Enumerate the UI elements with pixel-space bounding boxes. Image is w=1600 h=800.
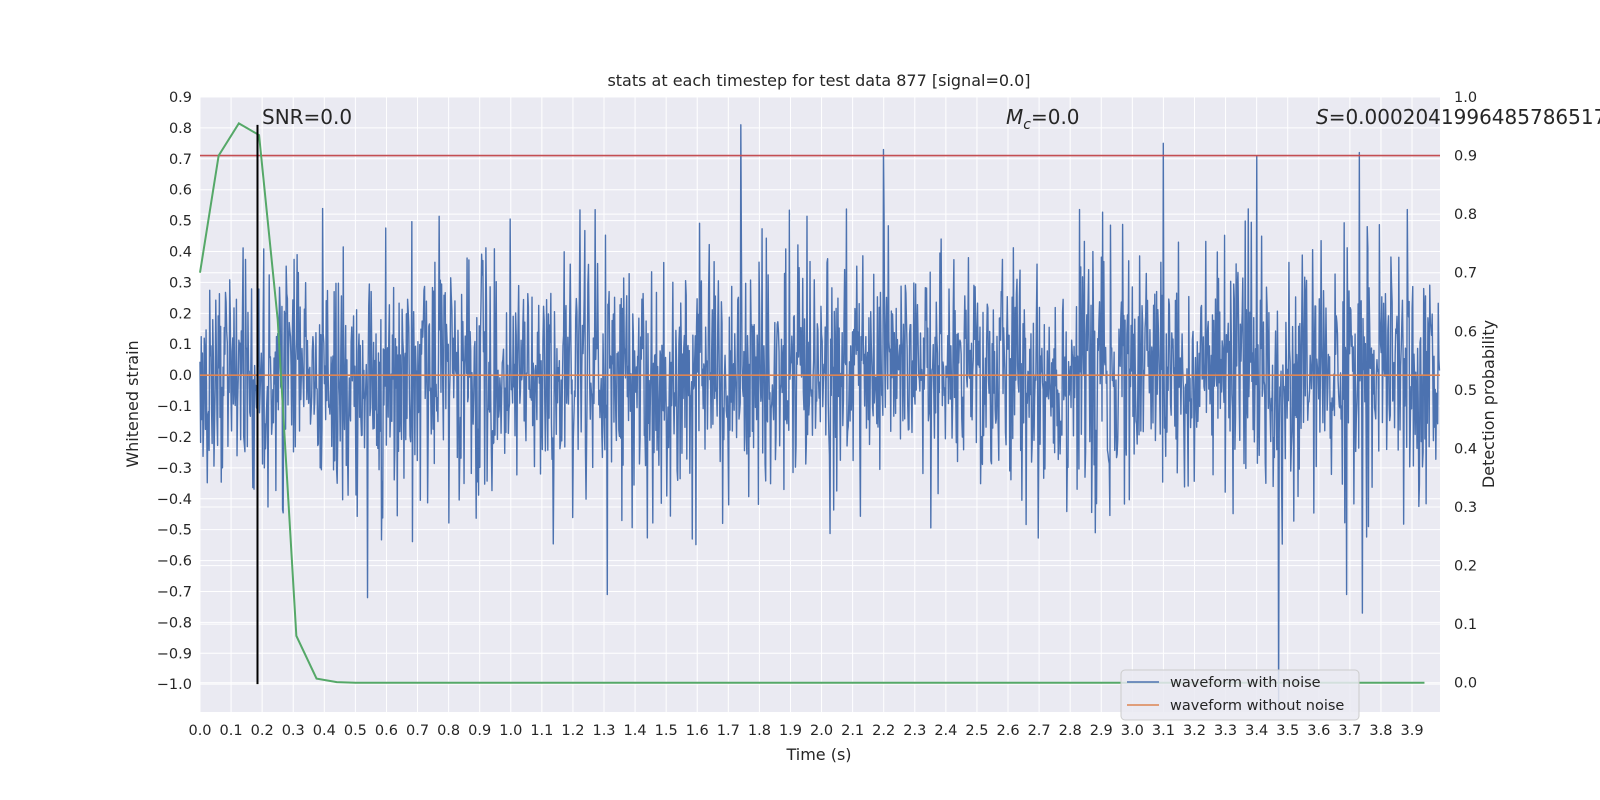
x-tick-label: 0.5	[344, 723, 367, 739]
x-axis-label: Time (s)	[785, 745, 851, 764]
tick-labels: 0.0 0.1 0.2 0.3 0.4 0.5 0.6 0.7 0.8 0.9 1.0 1.1 1.2 1…	[157, 90, 1477, 739]
x-tick-label: 1.2	[561, 723, 584, 739]
series-detection-probability	[199, 122, 1425, 684]
y2-tick-label: 0.4	[1454, 441, 1477, 457]
x-tick-label: 2.6	[996, 723, 1019, 739]
y-tick-label: 0.8	[169, 121, 192, 137]
mc-subscript: c	[1023, 117, 1031, 133]
y-tick-label: 0.3	[169, 275, 192, 291]
x-tick-label: 2.1	[841, 723, 864, 739]
x-tick-label: 2.9	[1090, 723, 1113, 739]
x-tick-label: 1.8	[748, 723, 771, 739]
x-tick-label: 1.5	[655, 723, 678, 739]
y-tick-label: −0.8	[157, 615, 192, 631]
y-tick-label: −0.4	[157, 492, 192, 508]
mc-symbol: M	[1006, 105, 1023, 129]
y-tick-label: −1.0	[157, 677, 192, 693]
y2-axis-label: Detection probability	[1479, 320, 1498, 488]
y-tick-label: 0.5	[169, 214, 192, 230]
x-tick-label: 1.0	[499, 723, 522, 739]
x-tick-label: 0.2	[251, 723, 274, 739]
y-tick-label: −0.7	[157, 584, 192, 600]
s-symbol: S	[1316, 105, 1329, 129]
y-tick-label: 0.4	[169, 245, 192, 261]
x-tick-label: 3.1	[1152, 723, 1175, 739]
series-waveform-with-noise	[199, 124, 1441, 704]
x-tick-label: 3.4	[1245, 723, 1268, 739]
x-tick-label: 2.0	[810, 723, 833, 739]
x-tick-label: 2.7	[1028, 723, 1051, 739]
y-tick-label: −0.1	[157, 399, 192, 415]
x-tick-label: 0.7	[406, 723, 429, 739]
y2-tick-label: 0.9	[1454, 149, 1477, 165]
s-annotation: S=0.00020419964857865174	[1316, 105, 1600, 129]
y-tick-label: 0.6	[169, 183, 192, 199]
x-tick-label: 1.7	[717, 723, 740, 739]
x-tick-label: 0.0	[188, 723, 211, 739]
x-tick-label: 1.1	[530, 723, 553, 739]
y2-tick-label: 0.6	[1454, 324, 1477, 340]
series-layer	[199, 122, 1441, 704]
legend-entry-clean: waveform without noise	[1170, 698, 1344, 714]
y-tick-label: 0.9	[169, 90, 192, 106]
y-tick-label: −0.6	[157, 554, 192, 570]
y-tick-label: −0.5	[157, 523, 192, 539]
x-tick-label: 3.5	[1276, 723, 1299, 739]
y-tick-label: −0.3	[157, 461, 192, 477]
y2-tick-label: 1.0	[1454, 90, 1477, 106]
mc-annotation: Mc=0.0	[1006, 105, 1080, 133]
y2-tick-label: 0.3	[1454, 500, 1477, 516]
y-tick-label: −0.9	[157, 646, 192, 662]
y-axis-label: Whitened strain	[123, 340, 142, 467]
mc-value: =0.0	[1031, 105, 1080, 129]
snr-annotation: SNR=0.0	[262, 105, 352, 129]
y2-tick-label: 0.5	[1454, 383, 1477, 399]
s-value: =0.00020419964857865174	[1329, 105, 1600, 129]
x-tick-label: 2.8	[1059, 723, 1082, 739]
x-tick-label: 1.4	[624, 723, 647, 739]
x-tick-label: 0.6	[375, 723, 398, 739]
x-tick-label: 0.8	[437, 723, 460, 739]
x-tick-label: 2.4	[934, 723, 957, 739]
x-tick-label: 3.0	[1121, 723, 1144, 739]
y-tick-label: 0.1	[169, 337, 192, 353]
x-tick-label: 0.4	[313, 723, 336, 739]
x-tick-label: 3.3	[1214, 723, 1237, 739]
x-tick-label: 3.8	[1369, 723, 1392, 739]
x-tick-label: 1.9	[779, 723, 802, 739]
y2-tick-label: 0.1	[1454, 617, 1477, 633]
y2-tick-label: 0.7	[1454, 266, 1477, 282]
legend: waveform with noise waveform without noi…	[1120, 669, 1360, 721]
y-tick-label: −0.2	[157, 430, 192, 446]
x-tick-label: 0.1	[220, 723, 243, 739]
x-tick-label: 3.2	[1183, 723, 1206, 739]
x-tick-label: 3.6	[1307, 723, 1330, 739]
y-tick-label: 0.7	[169, 152, 192, 168]
x-tick-label: 1.3	[592, 723, 615, 739]
y-tick-label: 0.2	[169, 306, 192, 322]
x-tick-label: 3.7	[1338, 723, 1361, 739]
x-tick-label: 2.5	[965, 723, 988, 739]
legend-entry-noise: waveform with noise	[1170, 675, 1321, 691]
y2-tick-label: 0.2	[1454, 559, 1477, 575]
x-tick-label: 2.3	[903, 723, 926, 739]
x-tick-label: 3.9	[1400, 723, 1423, 739]
legend-box	[1120, 669, 1360, 721]
y-tick-label: 0.0	[169, 368, 192, 384]
chart-title: stats at each timestep for test data 877…	[607, 71, 1030, 90]
x-tick-label: 2.2	[872, 723, 895, 739]
y2-tick-label: 0.0	[1454, 676, 1477, 692]
x-tick-label: 0.9	[468, 723, 491, 739]
x-tick-label: 1.6	[686, 723, 709, 739]
x-tick-label: 0.3	[282, 723, 305, 739]
y2-tick-label: 0.8	[1454, 207, 1477, 223]
